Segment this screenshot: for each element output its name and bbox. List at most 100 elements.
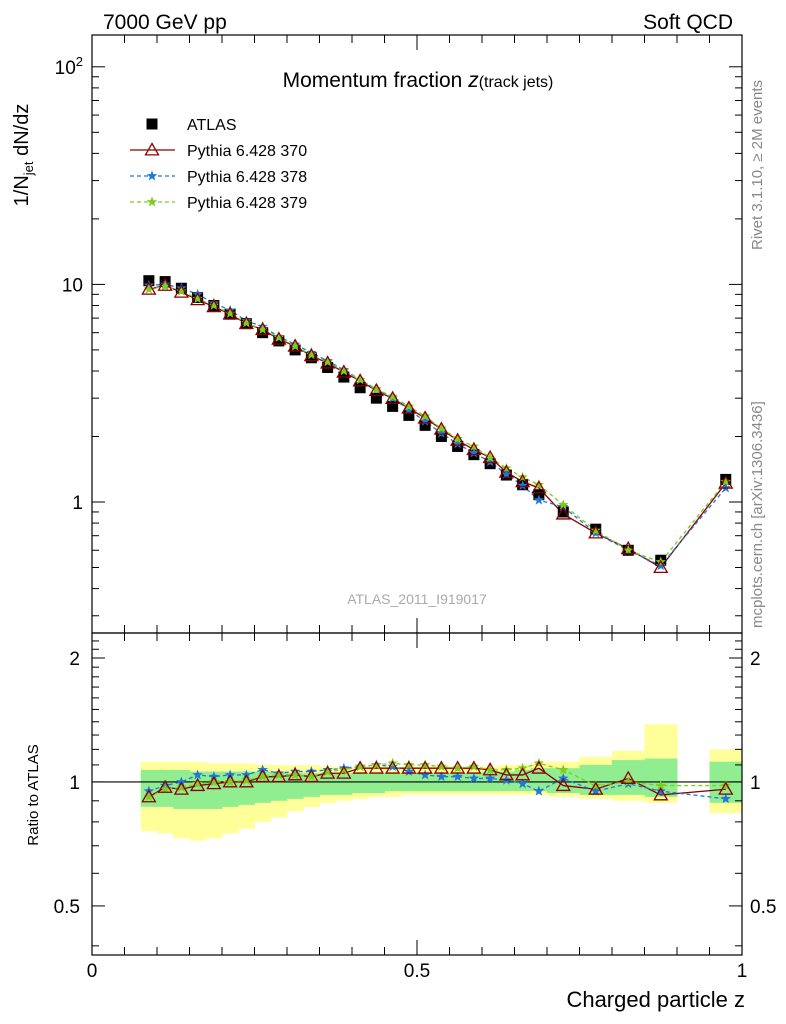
ratio-point-2 xyxy=(192,769,203,780)
ratio-ylabel: Ratio to ATLAS xyxy=(25,744,42,845)
mc-point-2 xyxy=(517,480,528,490)
main-title: Momentum fraction z(track jets) xyxy=(283,69,554,92)
ratio-point-2 xyxy=(517,778,528,789)
x-tick-label: 0 xyxy=(87,961,98,982)
ratio-point-2 xyxy=(590,785,601,796)
legend-label-0: ATLAS xyxy=(187,117,237,134)
mc-point-1 xyxy=(303,347,319,362)
mc-point-1 xyxy=(433,421,449,435)
atlas-point xyxy=(419,419,431,431)
mc-point-2 xyxy=(484,456,496,467)
ratio-point-3 xyxy=(176,781,187,792)
ratio-point-1 xyxy=(222,774,238,788)
ratio-point-3 xyxy=(419,759,431,770)
mc-point-1 xyxy=(555,506,571,520)
mc-point-3 xyxy=(558,499,569,510)
legend-label-1: Pythia 6.428 370 xyxy=(187,143,307,160)
ratio-point-1 xyxy=(653,787,669,801)
band_inner-bin xyxy=(530,768,548,792)
y-tick-label: 1 xyxy=(72,493,83,514)
ratio-point-1 xyxy=(588,781,604,795)
mc-point-1 xyxy=(588,525,604,539)
ratio-point-3 xyxy=(558,764,569,775)
mc-point-1 xyxy=(385,390,401,405)
mc-point-1 xyxy=(222,306,238,320)
mc-point-1 xyxy=(287,338,303,352)
mc-point-2 xyxy=(403,404,415,415)
mc-point-1 xyxy=(173,284,189,298)
ratio-y-tick-label-right: 0.5 xyxy=(750,897,776,918)
y-tick-label: 102 xyxy=(55,54,83,79)
mc-point-1 xyxy=(206,298,222,313)
ratio-panel: 0.5 0.5 1 1 2 2 xyxy=(54,632,776,956)
ratio-y-tick-label: 1 xyxy=(69,773,80,794)
main-ylabel: 1/Njet dN/dz xyxy=(11,104,36,207)
legend-label-2: Pythia 6.428 378 xyxy=(187,169,307,186)
atlas-point xyxy=(403,409,415,421)
mc-point-3 xyxy=(306,349,317,360)
watermark: ATLAS_2011_I919017 xyxy=(347,591,487,607)
ratio-point-2 xyxy=(533,785,545,796)
ratio-y-tick-label-right: 1 xyxy=(750,773,761,794)
ratio-point-1 xyxy=(401,760,417,774)
ratio-point-3 xyxy=(192,778,203,789)
ratio-point-3 xyxy=(468,761,480,771)
mc-point-1 xyxy=(141,281,157,295)
mc-point-3 xyxy=(468,440,480,451)
ratio-y-tick-label-right: 2 xyxy=(750,649,761,670)
mc-point-1 xyxy=(157,277,173,291)
mc-point-3 xyxy=(484,452,496,463)
mc-point-2 xyxy=(419,415,431,426)
ratio-point-2 xyxy=(468,772,480,783)
mc-point-3 xyxy=(241,317,252,328)
mc-point-3 xyxy=(159,280,171,291)
ratio-point-1 xyxy=(450,760,466,774)
series-line-3 xyxy=(148,285,727,563)
mc-point-1 xyxy=(718,475,734,489)
atlas-point xyxy=(452,440,464,452)
mc-point-1 xyxy=(336,364,352,378)
ratio-point-1 xyxy=(498,767,514,781)
mc-point-3 xyxy=(452,433,463,444)
series-line-1 xyxy=(148,284,727,569)
ratio-point-2 xyxy=(484,772,496,783)
ratio-y-tick-label: 2 xyxy=(69,649,80,670)
header-left: 7000 GeV pp xyxy=(103,11,227,34)
ratio-point-1 xyxy=(141,789,157,803)
mc-point-1 xyxy=(450,432,466,446)
mc-point-3 xyxy=(623,544,634,555)
ratio-point-1 xyxy=(190,777,206,792)
band_inner-bin xyxy=(352,773,369,794)
ratio-point-1 xyxy=(555,777,571,792)
ratio-point-3 xyxy=(306,771,317,782)
atlas-point xyxy=(435,430,447,442)
ratio-point-1 xyxy=(320,765,336,779)
ratio-point-3 xyxy=(655,780,666,791)
ratio-point-1 xyxy=(173,781,189,795)
ratio-point-3 xyxy=(720,780,731,791)
mc-point-2 xyxy=(452,438,463,449)
y-tick-label: 10 xyxy=(62,275,83,296)
ratio-point-3 xyxy=(371,759,382,770)
legend: ATLAS Pythia 6.428 370 Pythia 6.428 378 Pyt… xyxy=(130,117,307,212)
mc-point-1 xyxy=(320,355,336,369)
ratio-point-3 xyxy=(452,762,463,773)
ratio-point-1 xyxy=(206,775,222,790)
ratio-point-2 xyxy=(655,785,666,796)
ratio-point-1 xyxy=(255,768,271,783)
ratio-point-1 xyxy=(466,760,482,774)
ratio-point-1 xyxy=(336,765,352,779)
atlas-point xyxy=(387,400,399,412)
atlas-point xyxy=(557,506,569,518)
mc-point-3 xyxy=(354,374,366,385)
ratio-point-2 xyxy=(176,776,187,787)
mc-point-3 xyxy=(176,285,187,296)
main-panel: 1 10 102 Momentum fraction z(track jets) A… xyxy=(55,34,743,634)
mc-point-3 xyxy=(338,365,350,376)
mc-point-3 xyxy=(192,293,203,304)
mc-point-1 xyxy=(482,449,498,464)
mc-point-2 xyxy=(655,560,666,571)
mc-point-1 xyxy=(515,473,531,488)
mc-point-2 xyxy=(468,447,480,458)
mc-point-1 xyxy=(466,441,482,456)
